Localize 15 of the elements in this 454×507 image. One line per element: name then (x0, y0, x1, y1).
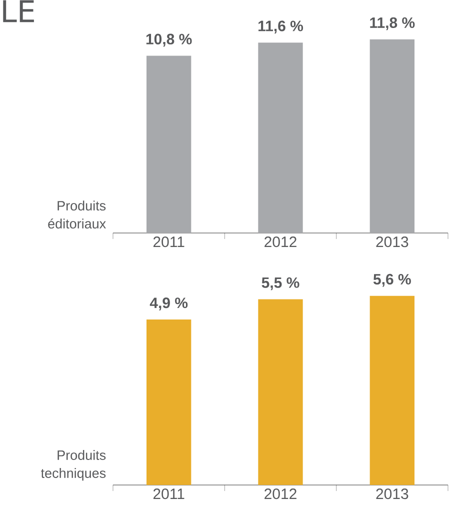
data-label: 10,8 % (146, 34, 192, 47)
chart-title: LE (3, 0, 34, 22)
x-tick-label: 2012 (264, 236, 296, 248)
y-axis-title: Produits éditoriaux (48, 200, 106, 229)
data-label: 5,6 % (373, 274, 411, 287)
x-tick-label: 2012 (264, 488, 296, 500)
x-tick-label: 2013 (376, 488, 408, 500)
x-tick-label: 2013 (376, 236, 408, 248)
x-tick-label: 2011 (153, 236, 184, 248)
x-tick-label: 2011 (153, 488, 184, 500)
data-label: 4,9 % (150, 298, 188, 310)
y-axis-title: Produits techniques (41, 450, 106, 481)
data-label: 5,5 % (262, 277, 300, 290)
data-label: 11,8 % (370, 17, 415, 30)
data-label: 11,6 % (258, 20, 304, 34)
